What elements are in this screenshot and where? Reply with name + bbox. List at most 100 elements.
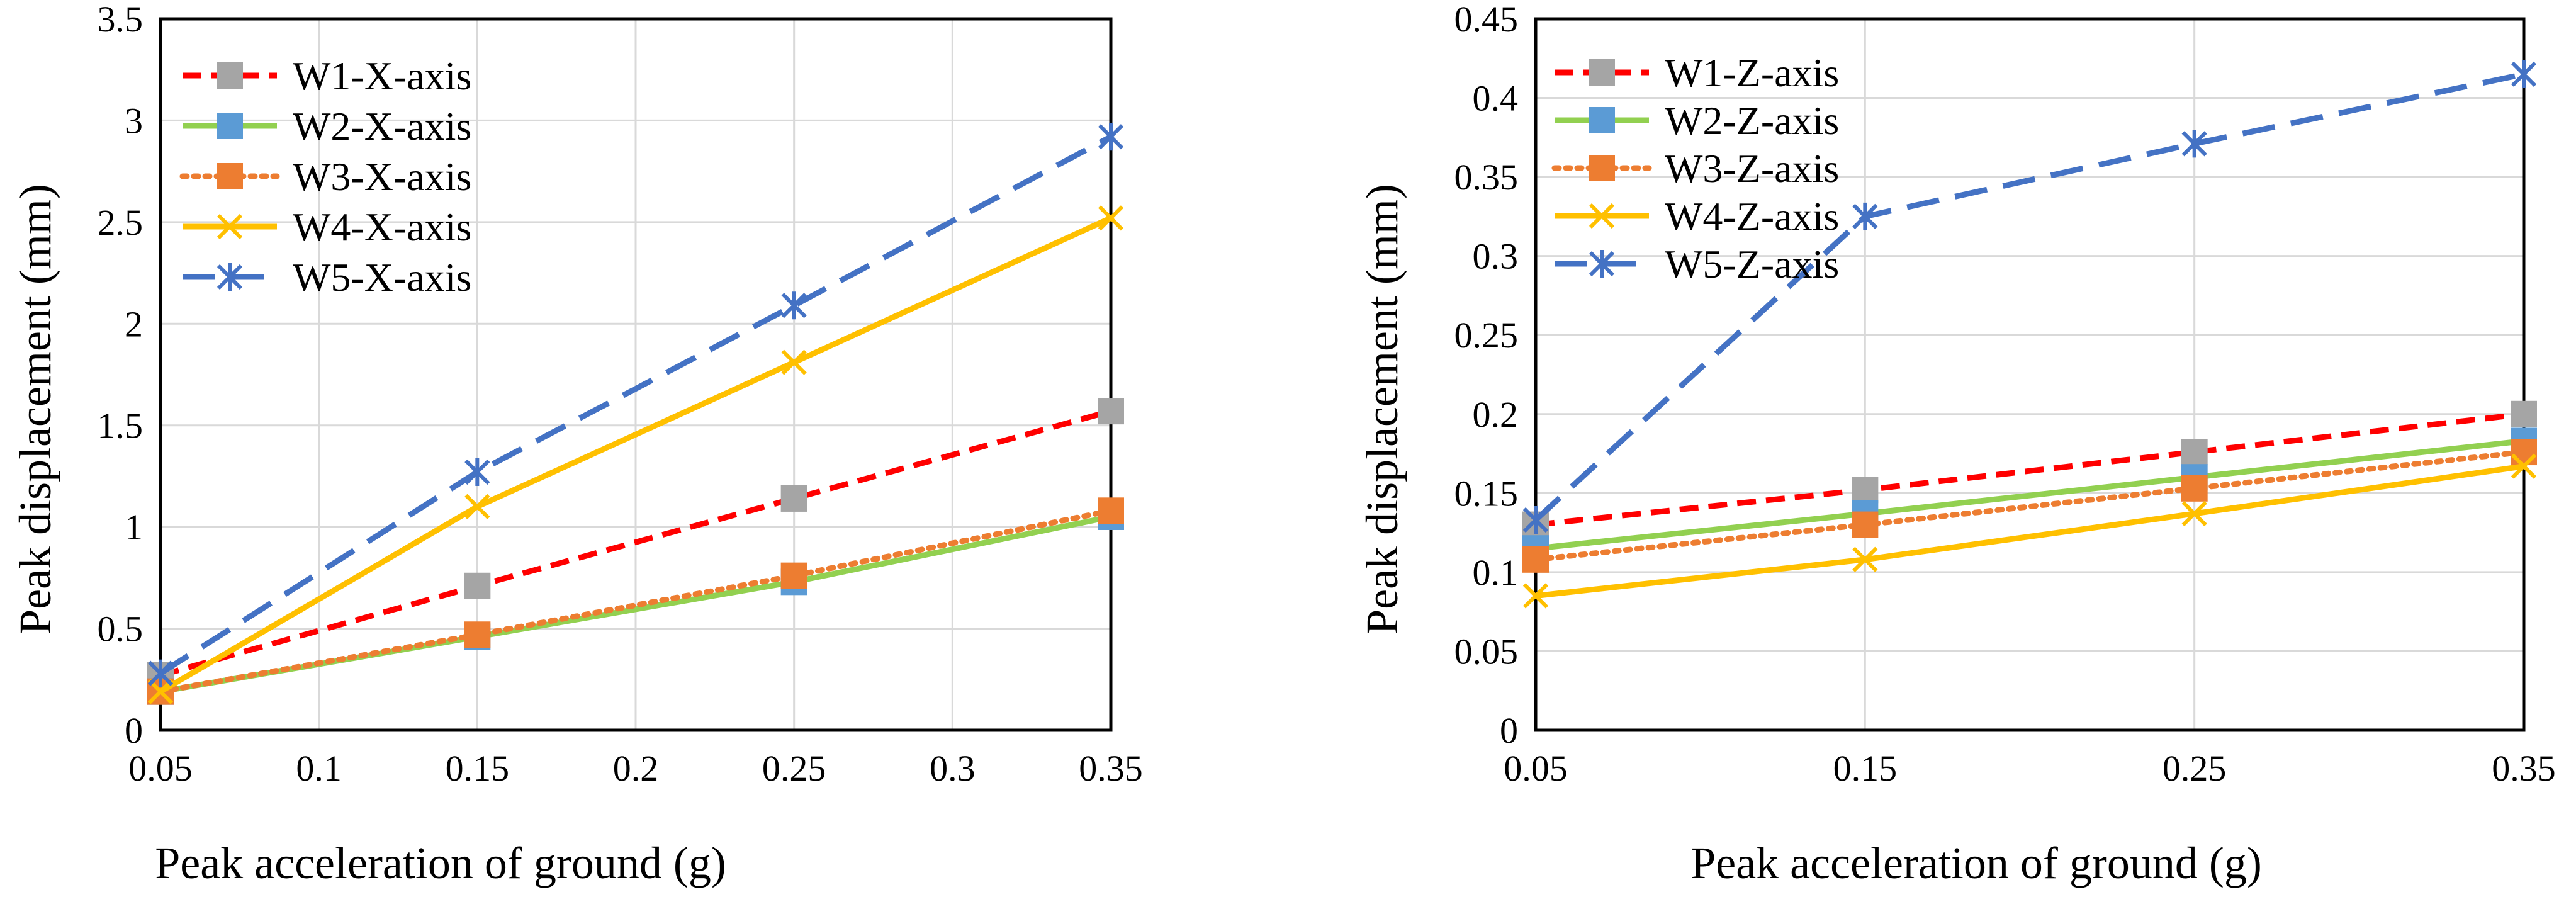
data-point [2511, 60, 2537, 88]
legend-label: W4-Z-axis [1665, 194, 1839, 239]
legend-item: W3-X-axis [179, 154, 471, 199]
data-point [1852, 546, 1878, 572]
data-point [781, 349, 807, 375]
y-axis-title: Peak displacement (mm) [1357, 184, 1407, 635]
legend-marker [1589, 155, 1615, 181]
data-point [1098, 398, 1124, 425]
legend-item: W3-Z-axis [1551, 146, 1839, 191]
data-point [2511, 400, 2537, 427]
x-axis-chart: 0.05 0.1 0.15 0.2 0.25 0.3 0.35 0 0.5 1 1.5 2 2.5 3 3… [10, 0, 1143, 888]
series-line [1535, 438, 2524, 551]
y-tick-label: 1.5 [98, 405, 143, 446]
data-point [780, 562, 807, 589]
x-tick-label: 0.15 [446, 748, 510, 789]
y-tick-label: 0.05 [1454, 631, 1519, 672]
y-tick-label: 2.5 [98, 202, 143, 243]
legend-item: W4-X-axis [183, 205, 471, 249]
data-point [464, 494, 490, 519]
series-line [159, 408, 1112, 679]
data-point [780, 485, 807, 512]
series-W5-X-axis [147, 123, 1124, 687]
legend-marker [217, 113, 243, 139]
legend-item: W4-Z-axis [1555, 194, 1839, 239]
legend-item: W1-Z-axis [1555, 50, 1839, 95]
series-W1-Z-axis [1522, 400, 2537, 538]
y-tick-label: 3 [125, 100, 143, 141]
x-tick-label: 0.15 [1833, 748, 1898, 789]
legend-label: W5-Z-axis [1665, 242, 1839, 286]
series-W4-Z-axis [1522, 453, 2537, 609]
legend-marker [217, 62, 243, 89]
x-tick-label: 0.25 [2163, 748, 2227, 789]
data-point [2181, 130, 2207, 158]
data-point [1522, 506, 1549, 534]
legend-label: W4-X-axis [293, 205, 471, 249]
y-axis-title: Peak displacement (mm) [10, 184, 60, 635]
plot-frame [159, 17, 1113, 732]
x-tick-label: 0.3 [930, 748, 976, 789]
y-tick-label: 0.25 [1454, 315, 1519, 356]
y-tick-label: 0.5 [98, 609, 143, 650]
x-tick-label: 0.2 [613, 748, 659, 789]
legend-label: W2-Z-axis [1665, 98, 1839, 143]
legend-marker [217, 163, 243, 189]
data-point [2181, 439, 2208, 466]
series-line [1535, 411, 2524, 528]
y-tick-label: 1 [125, 507, 143, 548]
data-point [147, 659, 174, 687]
x-tick-label: 0.35 [2492, 748, 2556, 789]
series-line [1533, 71, 2524, 522]
legend-marker [1589, 59, 1615, 86]
legend-item: W5-X-axis [183, 255, 471, 300]
data-point [464, 458, 490, 486]
y-tick-label: 0.45 [1454, 0, 1519, 40]
legend-item: W1-X-axis [183, 54, 471, 98]
data-point [1098, 205, 1124, 231]
y-tick-label: 0.15 [1454, 473, 1519, 514]
data-point [1852, 202, 1878, 230]
legend-label: W1-Z-axis [1665, 50, 1839, 95]
data-point [2511, 439, 2537, 466]
y-tick-label: 2 [125, 303, 143, 344]
x-axis-title: Peak acceleration of ground (g) [155, 838, 726, 888]
data-point [1522, 583, 1549, 609]
x-tick-label: 0.05 [1504, 748, 1568, 789]
data-point [2181, 475, 2208, 502]
series-line [159, 215, 1112, 694]
legend-label: W2-X-axis [293, 104, 471, 149]
data-point [781, 291, 807, 320]
data-point [1852, 511, 1879, 538]
y-tick-label: 0.35 [1454, 157, 1519, 198]
x-tick-label: 0.25 [762, 748, 826, 789]
y-tick-label: 0.3 [1473, 236, 1519, 277]
legend-item: W2-Z-axis [1555, 98, 1839, 143]
data-point [147, 679, 174, 704]
legend-marker [217, 213, 243, 240]
data-point [1098, 123, 1124, 151]
y-tick-label: 0 [1500, 710, 1518, 751]
data-point [1852, 477, 1879, 504]
legend-label: W5-X-axis [293, 255, 471, 300]
legend-marker [217, 263, 243, 291]
data-point [2181, 500, 2207, 527]
data-point [464, 621, 491, 648]
plot-frame [1534, 17, 2526, 732]
data-point [2511, 453, 2537, 479]
legend-item: W2-X-axis [183, 104, 471, 149]
legend-item: W5-Z-axis [1555, 242, 1839, 286]
x-tick-label: 0.1 [296, 748, 342, 789]
legend-label: W1-X-axis [293, 54, 471, 98]
data-point [1522, 546, 1549, 573]
series-line [1535, 463, 2524, 599]
legend-label: W3-Z-axis [1665, 146, 1839, 191]
series-line [159, 134, 1113, 676]
series-line [1533, 449, 2527, 563]
legend-marker [1589, 203, 1615, 229]
series-W3-Z-axis [1522, 439, 2537, 573]
series-line [157, 507, 1114, 695]
y-tick-label: 0 [125, 710, 143, 751]
series-W5-Z-axis [1522, 60, 2537, 534]
data-point [1098, 497, 1124, 524]
legend-marker [1589, 107, 1615, 133]
x-tick-label: 0.05 [128, 748, 193, 789]
